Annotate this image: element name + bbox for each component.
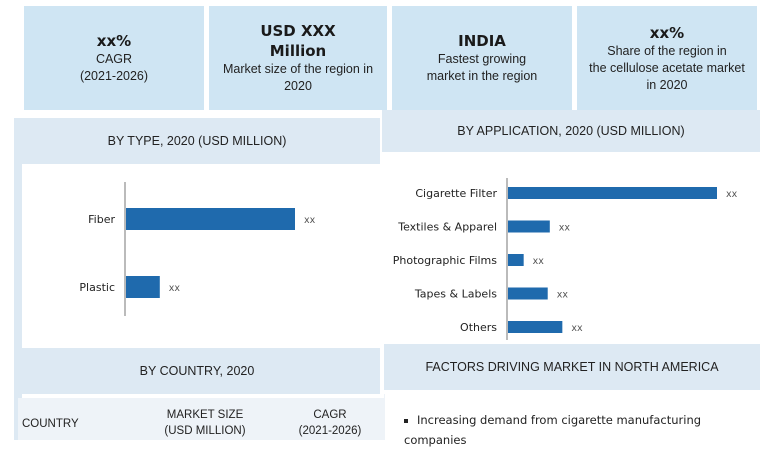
card-caption-line: 2020	[284, 79, 312, 93]
cagr-column-header: CAGR (2021-2026)	[280, 407, 380, 439]
card-caption-line: Share of the region in	[607, 43, 727, 58]
category-label: Textiles & Apparel	[397, 221, 497, 234]
card-caption-line: CAGR	[95, 52, 133, 66]
card-caption-line: Fastest growing	[437, 52, 527, 66]
by-country-title: BY COUNTRY, 2020	[139, 364, 255, 378]
category-label: Others	[460, 321, 497, 334]
factors-body	[384, 394, 761, 440]
regional-share-card: xx% Share of the region in the cellulose a…	[577, 6, 757, 110]
market-size-column-line-2: (USD MILLION)	[164, 425, 246, 437]
card-caption-line: Market size of the region in	[222, 62, 374, 76]
value-label: xx	[557, 290, 569, 301]
by-country-header: BY COUNTRY, 2020	[14, 348, 380, 394]
by-application-title: BY APPLICATION, 2020 (USD MILLION)	[457, 124, 685, 138]
left-accent-band	[14, 118, 22, 440]
card-value-line: xx%	[649, 23, 685, 42]
category-label: Fiber	[88, 213, 115, 226]
card-value-line: Million	[269, 42, 327, 60]
value-label: xx	[571, 323, 583, 334]
by-type-header: BY TYPE, 2020 (USD MILLION)	[14, 118, 380, 164]
market-size-column-line-1: MARKET SIZE	[166, 409, 244, 421]
category-label: Cigarette Filter	[415, 187, 497, 200]
bar	[126, 208, 295, 230]
card-caption-line: the cellulose acetate market	[589, 60, 745, 75]
card-caption-line: in 2020	[646, 77, 688, 92]
bar	[508, 187, 717, 199]
value-label: xx	[726, 189, 738, 200]
factors-title: FACTORS DRIVING MARKET IN NORTH AMERICA	[425, 360, 719, 374]
category-label: Plastic	[79, 281, 115, 294]
fastest-growing-card: INDIA Fastest growing market in the region	[392, 6, 572, 110]
country-table-header	[18, 398, 384, 440]
card-value-line: INDIA	[458, 32, 506, 50]
value-label: xx	[559, 223, 571, 234]
market-size-card: USD XXX Million Market size of the region …	[209, 6, 387, 110]
factors-header: FACTORS DRIVING MARKET IN NORTH AMERICA	[384, 344, 760, 390]
card-value-line: xx%	[96, 32, 132, 50]
cagr-card: xx% CAGR (2021-2026)	[24, 6, 204, 110]
country-column-line: COUNTRY	[22, 418, 79, 430]
value-label: xx	[169, 283, 181, 294]
driver-item: Increasing demand from cigarette manufac…	[404, 410, 764, 450]
card-caption-line: market in the region	[426, 69, 538, 83]
cagr-column-line-1: CAGR	[313, 409, 347, 421]
by-type-title: BY TYPE, 2020 (USD MILLION)	[107, 134, 287, 148]
bar	[508, 220, 550, 233]
card-caption-line: (2021-2026)	[79, 69, 149, 83]
bar	[126, 276, 160, 298]
value-label: xx	[533, 256, 545, 267]
bar	[508, 287, 548, 300]
category-label: Tapes & Labels	[414, 288, 497, 301]
bar	[508, 321, 563, 333]
by-application-chart: Cigarette Filter xx Textiles & Apparel xx Ph…	[393, 178, 738, 340]
bullet-icon	[404, 418, 408, 423]
by-application-header: BY APPLICATION, 2020 (USD MILLION)	[382, 110, 760, 152]
driver-text: Increasing demand from cigarette manufac…	[404, 413, 702, 447]
market-size-column-header: MARKET SIZE (USD MILLION)	[150, 407, 260, 439]
card-value-line: USD XXX	[260, 22, 336, 40]
value-label: xx	[304, 215, 316, 226]
country-column-header: COUNTRY	[22, 416, 92, 432]
by-type-chart: Fiber xx Plastic xx	[79, 182, 316, 316]
cagr-column-line-2: (2021-2026)	[298, 425, 362, 437]
bar	[508, 254, 524, 266]
category-label: Photographic Films	[393, 254, 498, 267]
